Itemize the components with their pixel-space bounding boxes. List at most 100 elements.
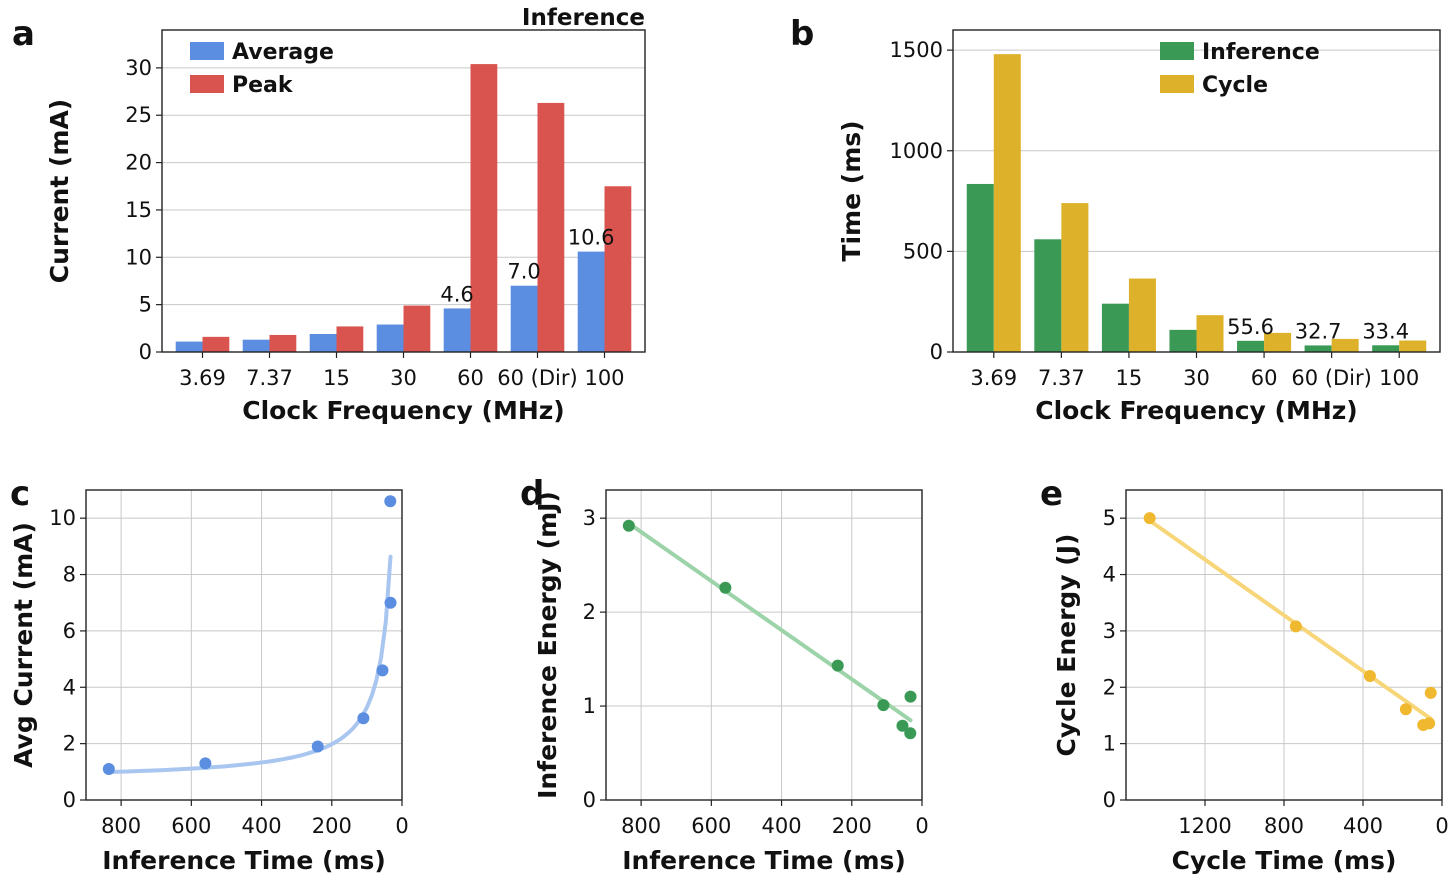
bar-cycle bbox=[1399, 340, 1427, 352]
bar-inference bbox=[1304, 345, 1332, 352]
plot-frame bbox=[952, 29, 1441, 353]
data-point bbox=[311, 740, 324, 753]
x-tick-label: 60 (Dir) bbox=[1291, 366, 1371, 390]
data-point bbox=[1143, 512, 1156, 525]
y-tick-label: 0 bbox=[139, 340, 152, 364]
panel-letter: c bbox=[10, 474, 30, 514]
data-point bbox=[102, 763, 115, 775]
legend-swatch bbox=[190, 42, 224, 60]
y-tick-label: 10 bbox=[49, 506, 76, 530]
x-tick-label: 600 bbox=[691, 814, 731, 838]
x-tick-label: 60 (Dir) bbox=[497, 366, 577, 390]
bar-inference bbox=[1169, 329, 1197, 352]
bar-cycle bbox=[1061, 203, 1089, 352]
data-point bbox=[896, 719, 909, 732]
y-tick-label: 5 bbox=[139, 293, 152, 317]
bar-average bbox=[376, 324, 404, 352]
x-tick-label: 800 bbox=[101, 814, 141, 838]
x-tick-label: 15 bbox=[1116, 366, 1143, 390]
legend-label: Peak bbox=[232, 73, 294, 98]
bar-average bbox=[175, 341, 203, 352]
x-tick-label: 0 bbox=[395, 814, 408, 838]
bar-cycle bbox=[993, 54, 1021, 353]
x-axis-label: Clock Frequency (MHz) bbox=[1035, 396, 1357, 425]
x-tick-label: 60 bbox=[1251, 366, 1278, 390]
bar-peak bbox=[470, 64, 498, 352]
data-point bbox=[1423, 717, 1436, 730]
x-tick-label: 400 bbox=[1343, 814, 1383, 838]
x-tick-label: 200 bbox=[312, 814, 352, 838]
bar-cycle bbox=[1331, 338, 1359, 352]
bar-peak bbox=[269, 334, 297, 352]
bar-cycle bbox=[1128, 278, 1156, 352]
data-point bbox=[1424, 686, 1437, 699]
data-point bbox=[877, 699, 890, 712]
y-tick-label: 10 bbox=[125, 245, 152, 269]
x-tick-label: 15 bbox=[323, 366, 350, 390]
y-tick-label: 15 bbox=[125, 198, 152, 222]
y-tick-label: 1 bbox=[1103, 732, 1116, 756]
fit-line bbox=[106, 554, 393, 775]
legend-swatch bbox=[190, 75, 224, 93]
bar-inference bbox=[1101, 303, 1129, 352]
data-point bbox=[1363, 670, 1376, 682]
bar-average bbox=[510, 285, 538, 352]
y-axis-label: Current (mA) bbox=[45, 99, 74, 283]
x-axis-label: Inference Time (ms) bbox=[622, 846, 906, 875]
legend-label: Inference bbox=[1202, 40, 1320, 65]
plot-frame bbox=[1125, 489, 1443, 801]
bar-average bbox=[309, 334, 337, 352]
y-axis-label: Cycle Energy (J) bbox=[1052, 534, 1081, 757]
y-tick-label: 1000 bbox=[890, 139, 943, 163]
bar-average bbox=[443, 308, 471, 352]
bar-peak bbox=[537, 102, 565, 353]
plot-frame bbox=[161, 29, 646, 353]
data-label: 55.6 bbox=[1227, 315, 1274, 339]
data-label: 7.0 bbox=[507, 260, 540, 284]
bar-cycle bbox=[1196, 315, 1224, 352]
y-tick-label: 25 bbox=[125, 103, 152, 127]
y-tick-label: 2 bbox=[1103, 675, 1116, 699]
y-tick-label: 4 bbox=[63, 675, 76, 699]
x-tick-label: 400 bbox=[242, 814, 282, 838]
x-tick-label: 30 bbox=[1183, 366, 1210, 390]
x-tick-label: 800 bbox=[621, 814, 661, 838]
legend-label: Cycle bbox=[1202, 73, 1268, 98]
y-axis-label: Avg Current (mA) bbox=[9, 522, 38, 768]
y-tick-label: 0 bbox=[63, 788, 76, 812]
data-label: 32.7 bbox=[1295, 319, 1342, 343]
data-point bbox=[384, 596, 397, 609]
legend-swatch bbox=[1160, 42, 1194, 60]
data-point bbox=[199, 757, 212, 770]
panel-letter: d bbox=[520, 474, 544, 514]
x-tick-label: 60 bbox=[457, 366, 484, 390]
data-point bbox=[904, 690, 917, 703]
plot-frame bbox=[605, 489, 923, 801]
bar-inference bbox=[966, 183, 994, 352]
bar-peak bbox=[403, 305, 431, 352]
y-tick-label: 2 bbox=[583, 600, 596, 624]
x-tick-label: 100 bbox=[1379, 366, 1419, 390]
x-tick-label: 7.37 bbox=[246, 366, 293, 390]
x-tick-label: 0 bbox=[915, 814, 928, 838]
bar-cycle bbox=[1264, 332, 1292, 352]
y-tick-label: 4 bbox=[1103, 563, 1116, 587]
y-axis-label: Inference Energy (mJ) bbox=[533, 491, 562, 799]
data-point bbox=[719, 581, 732, 594]
data-point bbox=[376, 664, 389, 677]
x-axis-label: Clock Frequency (MHz) bbox=[242, 396, 564, 425]
y-tick-label: 0 bbox=[1103, 788, 1116, 812]
legend-label: Average bbox=[232, 40, 334, 65]
data-point bbox=[1399, 703, 1412, 716]
bar-peak bbox=[336, 326, 364, 352]
y-tick-label: 6 bbox=[63, 619, 76, 643]
y-axis-label: Time (ms) bbox=[837, 120, 866, 261]
data-label: 4.6 bbox=[440, 282, 473, 306]
data-point bbox=[831, 659, 844, 672]
bar-peak bbox=[202, 336, 230, 352]
x-axis-label: Inference Time (ms) bbox=[102, 846, 386, 875]
x-axis-label: Cycle Time (ms) bbox=[1172, 846, 1397, 875]
legend-swatch bbox=[1160, 75, 1194, 93]
x-tick-label: 200 bbox=[832, 814, 872, 838]
